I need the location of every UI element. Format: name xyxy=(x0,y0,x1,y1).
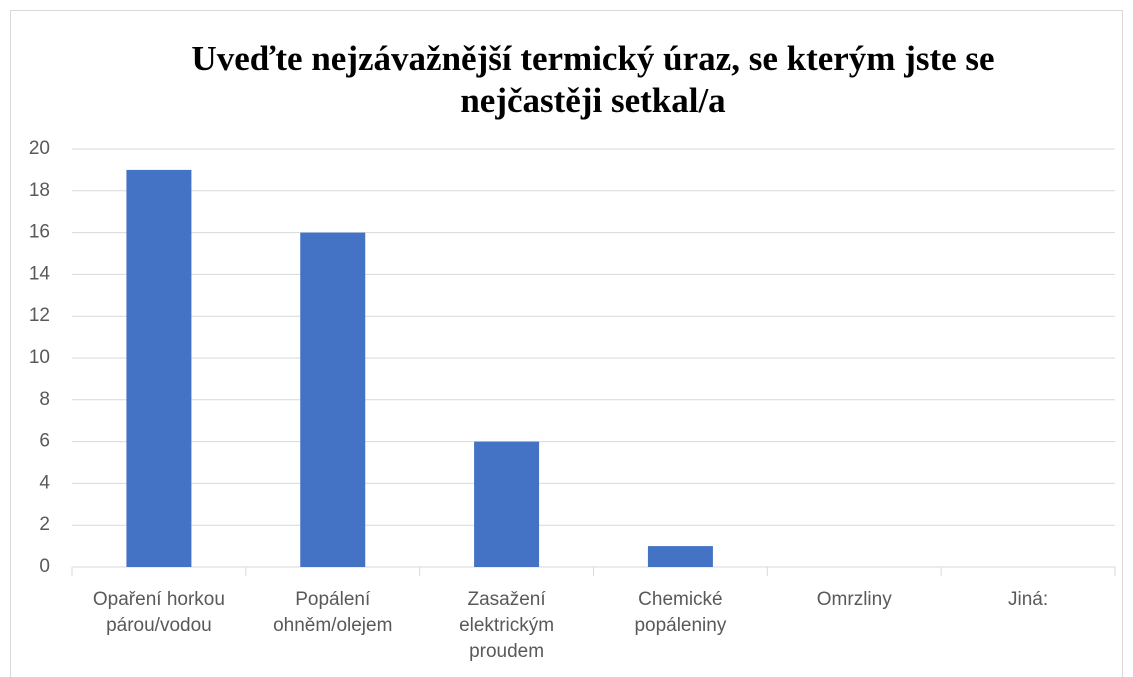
bar xyxy=(474,441,540,567)
y-tick-label: 4 xyxy=(39,472,50,493)
y-tick-label: 18 xyxy=(29,180,50,201)
y-tick-label: 12 xyxy=(29,305,50,326)
y-tick-label: 0 xyxy=(39,556,50,577)
y-tick-label: 14 xyxy=(29,263,51,284)
bar xyxy=(126,169,192,567)
y-tick-label: 20 xyxy=(29,138,50,159)
y-tick-label: 16 xyxy=(29,222,50,243)
x-tick-label: Chemické popáleniny xyxy=(634,589,727,636)
x-tick-label: Opaření horkou párou/vodou xyxy=(92,589,225,636)
bar xyxy=(300,232,366,567)
chart-border xyxy=(10,10,1123,677)
chart-title: Uveďte nejzávažnější termický úraz, se k… xyxy=(191,39,995,120)
x-tick-label: Popálení ohněm/olejem xyxy=(273,589,393,636)
x-tick-label: Omrzliny xyxy=(816,589,892,610)
x-tick-label: Zasažení elektrickým proudem xyxy=(459,589,555,662)
y-tick-label: 8 xyxy=(39,389,50,410)
y-tick-label: 10 xyxy=(29,347,50,368)
bar xyxy=(647,546,713,567)
x-tick-label: Jiná: xyxy=(1008,589,1049,610)
y-tick-label: 2 xyxy=(39,514,50,535)
y-tick-label: 6 xyxy=(39,431,50,452)
